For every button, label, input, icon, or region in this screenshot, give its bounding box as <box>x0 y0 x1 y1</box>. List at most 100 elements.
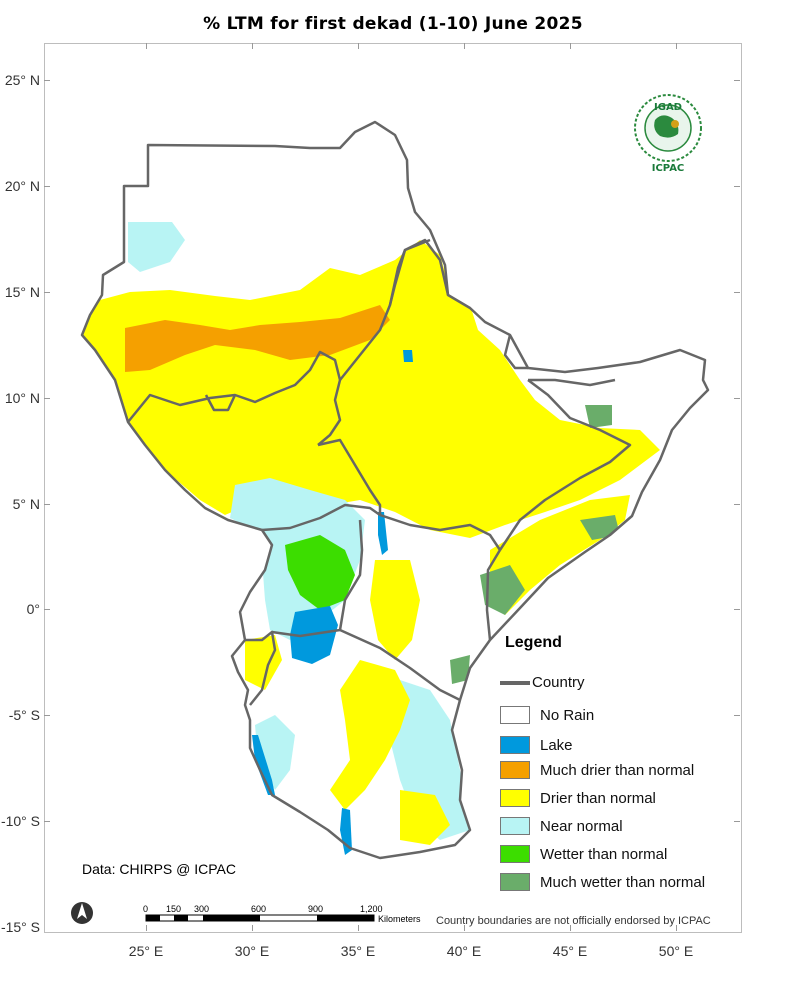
tick <box>44 80 50 81</box>
lat-label-25n: 25° N <box>4 72 40 88</box>
lat-label-5n: 5° N <box>12 496 40 512</box>
legend-label-wetter: Wetter than normal <box>540 845 668 863</box>
scale-tick-150: 150 <box>166 904 182 914</box>
legend-swatch-no-rain <box>500 706 530 724</box>
tick <box>44 609 50 610</box>
tick <box>252 43 253 49</box>
border-sudan-south-sudan <box>127 350 342 446</box>
scale-tick-600: 600 <box>251 904 267 914</box>
data-credit: Data: CHIRPS @ ICPAC <box>82 861 236 877</box>
legend-swatch-drier <box>500 789 530 807</box>
scale-unit: Kilometers <box>378 914 421 924</box>
legend-label-much-drier: Much drier than normal <box>540 761 695 779</box>
tick <box>44 186 50 187</box>
wetter-region-uganda <box>285 535 355 610</box>
legend-label-country: Country <box>532 674 585 691</box>
scale-tick-1200: 1,200 <box>360 904 383 914</box>
lon-label-50e: 50° E <box>658 943 694 959</box>
legend-item-lake: Lake <box>500 736 573 754</box>
border-ethiopia-kenya <box>379 513 502 551</box>
tick <box>734 80 740 81</box>
legend-label-lake: Lake <box>540 736 573 754</box>
tick <box>570 43 571 49</box>
border-ss-uganda <box>261 503 381 532</box>
lat-label-10n: 10° N <box>4 390 40 406</box>
drier-region-tz <box>330 660 410 810</box>
legend-swatch-much-wetter <box>500 873 530 891</box>
legend-title: Legend <box>505 634 562 651</box>
border-uganda-tz <box>271 628 341 638</box>
scale-tick-300: 300 <box>194 904 210 914</box>
tick <box>734 821 740 822</box>
tick <box>676 925 677 931</box>
tick <box>44 821 50 822</box>
legend-item-near-normal: Near normal <box>500 817 623 835</box>
tick <box>734 504 740 505</box>
border-eritrea <box>388 238 450 306</box>
region-outline <box>80 120 710 860</box>
tick <box>44 504 50 505</box>
tick <box>464 925 465 931</box>
tick <box>146 43 147 49</box>
legend-item-wetter: Wetter than normal <box>500 845 667 863</box>
tick <box>734 292 740 293</box>
drier-region-rwanda <box>245 635 282 690</box>
legend-item-much-wetter: Much wetter than normal <box>500 873 705 891</box>
border-somaliland <box>528 378 616 387</box>
tick <box>252 925 253 931</box>
drier-region-kenya <box>370 560 420 660</box>
legend-item-drier: Drier than normal <box>500 789 656 807</box>
border-uganda-kenya <box>338 519 364 631</box>
tick <box>44 715 50 716</box>
scale-tick-0: 0 <box>143 904 149 914</box>
map-title: % LTM for first dekad (1-10) June 2025 <box>203 14 583 34</box>
legend-label-much-wetter: Much wetter than normal <box>540 873 706 891</box>
legend-swatch-lake <box>500 736 530 754</box>
border-kenya-tanzania <box>339 628 461 702</box>
lat-label-20n: 20° N <box>4 178 40 194</box>
lon-label-45e: 45° E <box>552 943 588 959</box>
tick <box>44 292 50 293</box>
drier-region-tz-south <box>400 790 450 845</box>
border-djibouti <box>503 334 528 370</box>
much-wetter-region-somalia-north <box>585 405 612 428</box>
legend-line-country <box>500 680 530 685</box>
legend-label-drier: Drier than normal <box>540 789 656 807</box>
scale-bar <box>145 914 375 922</box>
lon-label-25e: 25° E <box>128 943 164 959</box>
border-rwanda-burundi <box>245 630 277 706</box>
lat-label-0: 0° <box>26 601 40 617</box>
lake-turkana <box>378 512 388 555</box>
legend-label-no-rain: No Rain <box>540 706 595 724</box>
border-kenya-somalia <box>485 549 502 641</box>
lat-label-5s: -5° S <box>8 707 40 723</box>
lake-tanganyika <box>252 735 275 795</box>
legend-item-country: Country <box>500 674 585 691</box>
much-wetter-region-kenya <box>450 655 470 684</box>
legend-swatch-wetter <box>500 845 530 863</box>
igad-icpac-logo: IGAD ICPAC <box>634 94 702 174</box>
lon-label-30e: 30° E <box>234 943 270 959</box>
legend-swatch-near-normal <box>500 817 530 835</box>
legend-item-much-drier: Much drier than normal <box>500 761 694 779</box>
border-ss-ethiopia <box>317 438 382 515</box>
lat-label-15s: -15° S <box>0 919 40 935</box>
scale-tick-900: 900 <box>308 904 324 914</box>
lon-label-35e: 35° E <box>340 943 376 959</box>
near-normal-region-north <box>128 222 185 272</box>
tick <box>358 43 359 49</box>
drier-region-north <box>82 240 660 538</box>
tick <box>464 43 465 49</box>
tick <box>734 186 740 187</box>
lon-label-40e: 40° E <box>446 943 482 959</box>
tick <box>44 398 50 399</box>
lat-label-10s: -10° S <box>0 813 40 829</box>
tick <box>146 925 147 931</box>
much-wetter-region-somalia <box>480 565 525 615</box>
tick <box>734 715 740 716</box>
legend-swatch-much-drier <box>500 761 530 779</box>
tick <box>358 925 359 931</box>
border-central-sudan-chad <box>204 394 237 412</box>
boundary-disclaimer: Country boundaries are not officially en… <box>436 915 711 927</box>
tick <box>734 398 740 399</box>
